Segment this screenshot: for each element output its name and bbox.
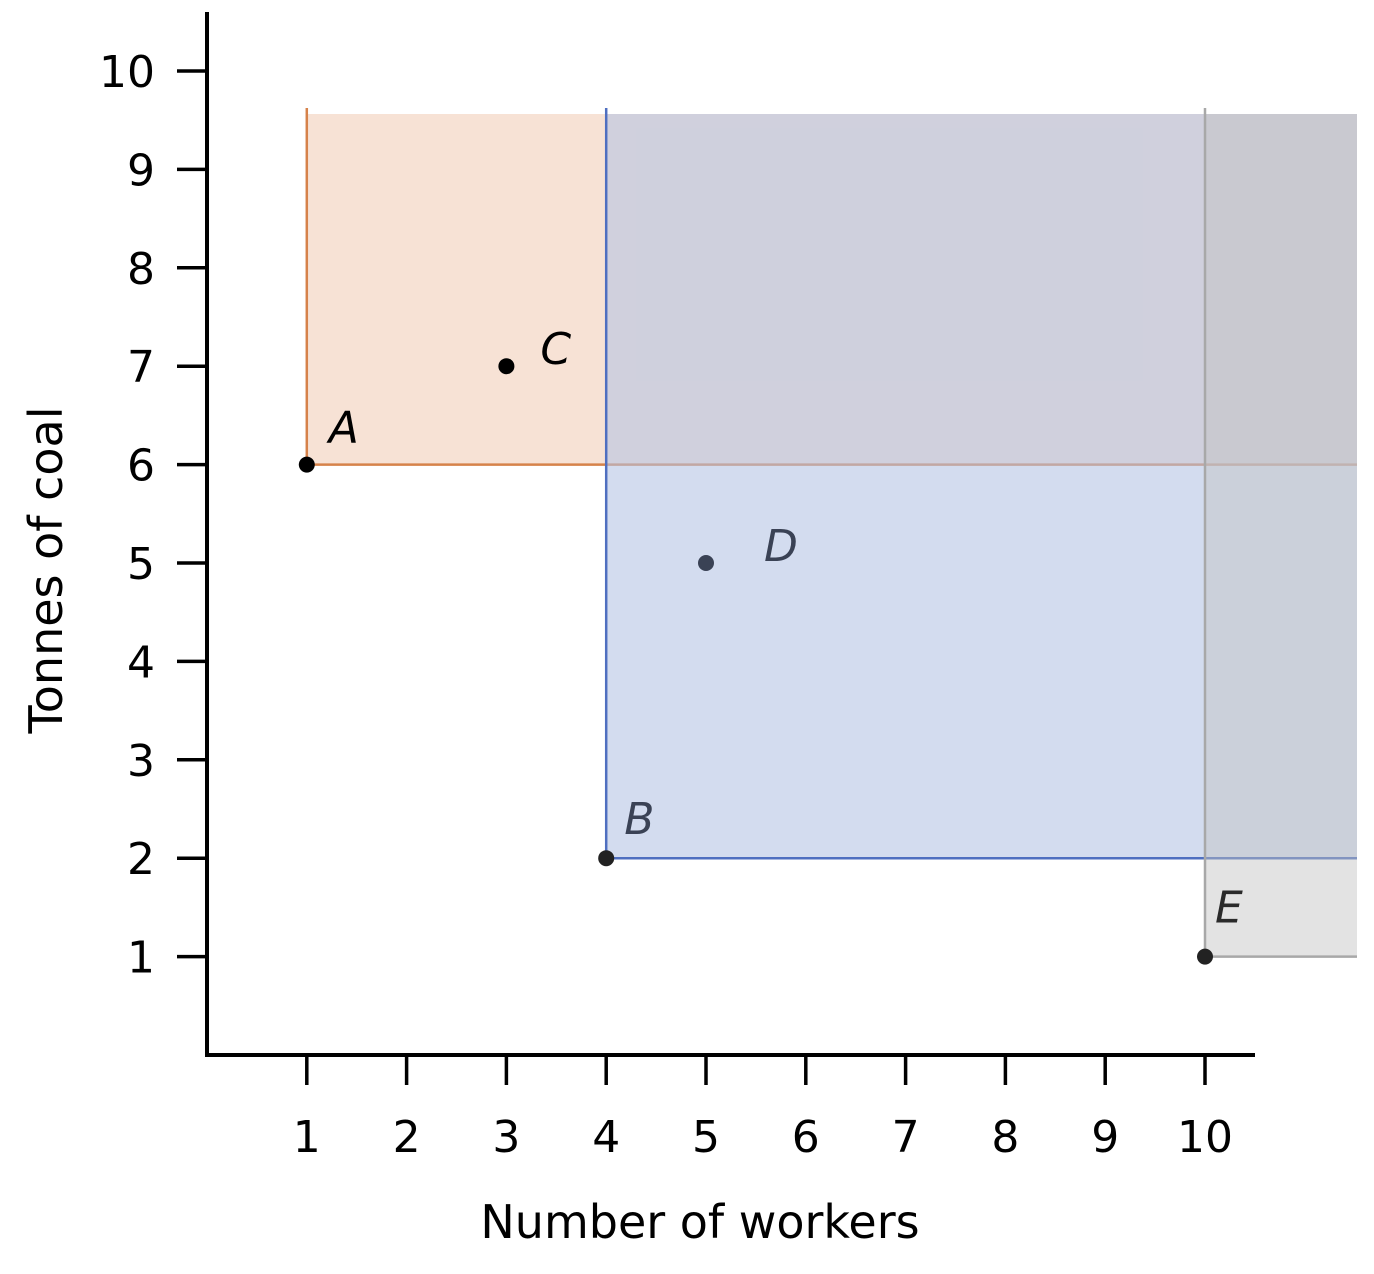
point-c: [498, 358, 515, 375]
point-d: [698, 555, 714, 571]
x-tick-label-10: 10: [1177, 1112, 1233, 1163]
data-points: A B C D E: [298, 324, 1243, 965]
axes: 1 2 3 4 5 6 7 8 9 10 1 2 3 4 5 6 7 8 9 10: [99, 12, 1255, 1163]
x-tick-label-2: 2: [393, 1112, 421, 1163]
region-b-fill: [606, 114, 1357, 859]
y-tick-label-6: 6: [127, 441, 155, 492]
dominance-regions: [305, 108, 1357, 958]
y-tick-label-10: 10: [99, 47, 155, 98]
y-axis-title: Tonnes of coal: [19, 407, 73, 735]
point-label-a: A: [326, 403, 359, 454]
y-tick-label-9: 9: [127, 145, 155, 196]
point-b: [598, 850, 615, 867]
y-tick-label-3: 3: [127, 736, 155, 787]
point-label-b: B: [624, 794, 654, 845]
region-e-fill: [1205, 114, 1357, 957]
y-tick-label-5: 5: [127, 539, 155, 590]
x-tick-label-7: 7: [892, 1112, 920, 1163]
x-tick-label-8: 8: [991, 1112, 1019, 1163]
y-tick-label-4: 4: [127, 637, 155, 688]
point-label-d: D: [764, 521, 798, 572]
point-label-e: E: [1215, 883, 1243, 934]
y-tick-label-8: 8: [127, 244, 155, 295]
x-tick-label-9: 9: [1091, 1112, 1119, 1163]
x-axis-title: Number of workers: [480, 1195, 919, 1249]
y-tick-label-1: 1: [127, 933, 155, 984]
x-tick-label-1: 1: [293, 1112, 321, 1163]
x-tick-label-3: 3: [492, 1112, 520, 1163]
y-tick-label-2: 2: [127, 834, 155, 885]
x-tick-label-5: 5: [692, 1112, 720, 1163]
point-label-c: C: [540, 324, 571, 375]
x-tick-label-4: 4: [592, 1112, 620, 1163]
point-a: [298, 456, 315, 473]
y-tick-label-7: 7: [127, 342, 155, 393]
x-tick-label-6: 6: [792, 1112, 820, 1163]
point-e: [1197, 948, 1213, 965]
